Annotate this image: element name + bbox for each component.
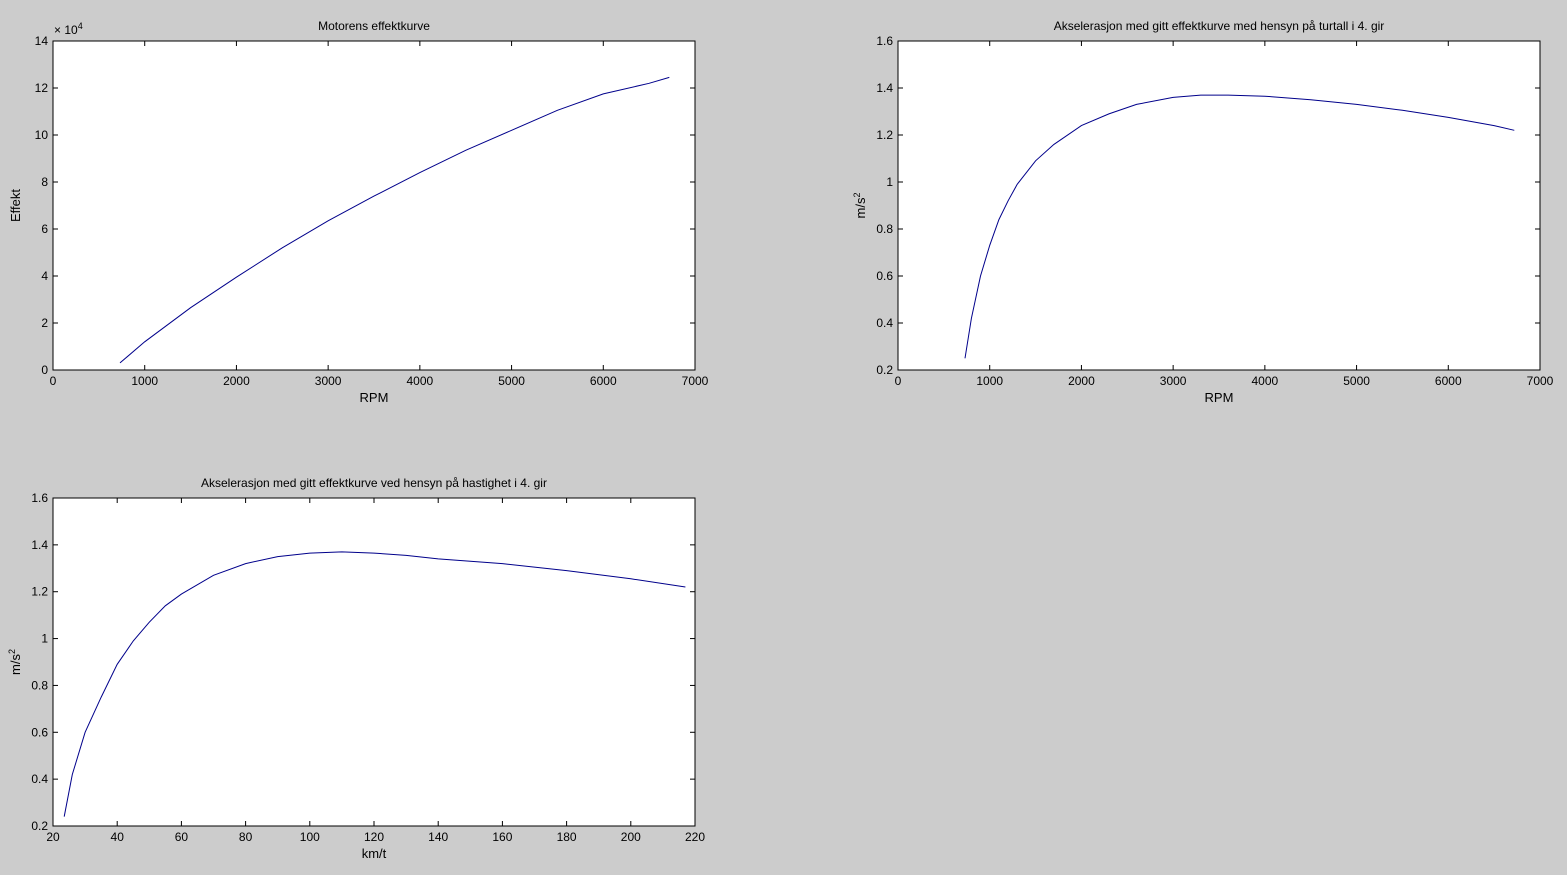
x-tick-label: 1000: [976, 374, 1003, 388]
x-tick-label: 5000: [498, 374, 525, 388]
y-tick-label: 4: [41, 269, 48, 283]
y-tick-label: 2: [41, 316, 48, 330]
x-tick-label: 2000: [1068, 374, 1095, 388]
x-tick-label: 6000: [1435, 374, 1462, 388]
y-tick-label: 0.6: [31, 725, 48, 739]
chart-title: Akselerasjon med gitt effektkurve med he…: [1054, 19, 1385, 33]
y-tick-label: 6: [41, 222, 48, 236]
x-axis-label: RPM: [360, 390, 389, 405]
x-tick-label: 180: [557, 830, 577, 844]
x-tick-label: 120: [364, 830, 384, 844]
x-tick-label: 1000: [131, 374, 158, 388]
y-tick-label: 1.4: [876, 81, 893, 95]
chart-title: Motorens effektkurve: [318, 19, 430, 33]
plot-area: [897, 40, 1541, 371]
y-tick-label: 8: [41, 175, 48, 189]
x-tick-label: 60: [175, 830, 189, 844]
x-tick-label: 160: [492, 830, 512, 844]
y-tick-label: 0.4: [876, 316, 893, 330]
chart-3: 20 40 60 80 100 120 140 160 180 200 220 0.2 0.4 0.6 0.…: [7, 476, 705, 861]
plot-area: [52, 497, 696, 827]
x-tick-label: 80: [239, 830, 253, 844]
x-tick-label: 0: [895, 374, 902, 388]
y-tick-label: 0.2: [31, 819, 48, 833]
y-axis-label-superscript: 2: [852, 193, 862, 198]
x-tick-label: 3000: [1160, 374, 1187, 388]
chart-1: 0 1000 2000 3000 4000 5000 6000 7000 0 2 4 6 8 10 12 14…: [8, 19, 709, 405]
series-line-1: [119, 76, 670, 364]
y-axis-label: Effekt: [8, 189, 23, 222]
y-axis-label: m/s2: [852, 193, 868, 219]
x-tick-label: 100: [300, 830, 320, 844]
y-tick-label: 0: [41, 363, 48, 377]
y-axis-label-text: m/s: [8, 654, 23, 675]
chart-2: 0 1000 2000 3000 4000 5000 6000 7000 0.2 0.4 0.6 0.…: [852, 19, 1554, 405]
y-tick-label: 1.2: [31, 585, 48, 599]
y-tick-label: 0.4: [31, 772, 48, 786]
y-tick-label: 1.6: [876, 34, 893, 48]
y-tick-label: 1: [41, 632, 48, 646]
y-tick-label: 0.8: [31, 678, 48, 692]
x-tick-label: 7000: [1527, 374, 1554, 388]
x-axis-label: RPM: [1205, 390, 1234, 405]
x-tick-label: 40: [111, 830, 125, 844]
y-axis-label-text: m/s: [853, 197, 868, 218]
plot-area: [52, 40, 696, 371]
x-tick-label: 140: [428, 830, 448, 844]
y-tick-label: 0.8: [876, 222, 893, 236]
y-tick-label: 1.6: [31, 491, 48, 505]
x-tick-label: 220: [685, 830, 705, 844]
x-tick-label: 4000: [407, 374, 434, 388]
x-tick-label: 200: [621, 830, 641, 844]
x-tick-label: 3000: [315, 374, 342, 388]
y-tick-label: 1: [886, 175, 893, 189]
y-axis-label: m/s2: [7, 649, 23, 675]
x-axis-label: km/t: [362, 846, 387, 861]
chart-title: Akselerasjon med gitt effektkurve ved he…: [201, 476, 547, 490]
series-line-1: [964, 94, 1515, 359]
y-tick-label: 0.2: [876, 363, 893, 377]
x-tick-label: 4000: [1252, 374, 1279, 388]
x-tick-label: 6000: [590, 374, 617, 388]
y-tick-label: 10: [35, 128, 49, 142]
y-axis-label-text: Effekt: [8, 189, 23, 222]
y-axis-label-superscript: 2: [7, 649, 17, 654]
y-tick-label: 0.6: [876, 269, 893, 283]
y-tick-label: 12: [35, 81, 49, 95]
y-multiplier: × 104: [54, 21, 83, 37]
y-tick-label: 1.4: [31, 538, 48, 552]
y-multiplier-base: × 10: [54, 23, 78, 37]
x-tick-label: 7000: [682, 374, 709, 388]
y-tick-label: 1.2: [876, 128, 893, 142]
x-tick-label: 20: [46, 830, 60, 844]
x-tick-label: 0: [50, 374, 57, 388]
y-tick-label: 14: [35, 34, 49, 48]
series-line-1: [63, 551, 686, 817]
x-tick-label: 2000: [223, 374, 250, 388]
x-tick-label: 5000: [1343, 374, 1370, 388]
y-multiplier-exponent: 4: [78, 21, 83, 31]
